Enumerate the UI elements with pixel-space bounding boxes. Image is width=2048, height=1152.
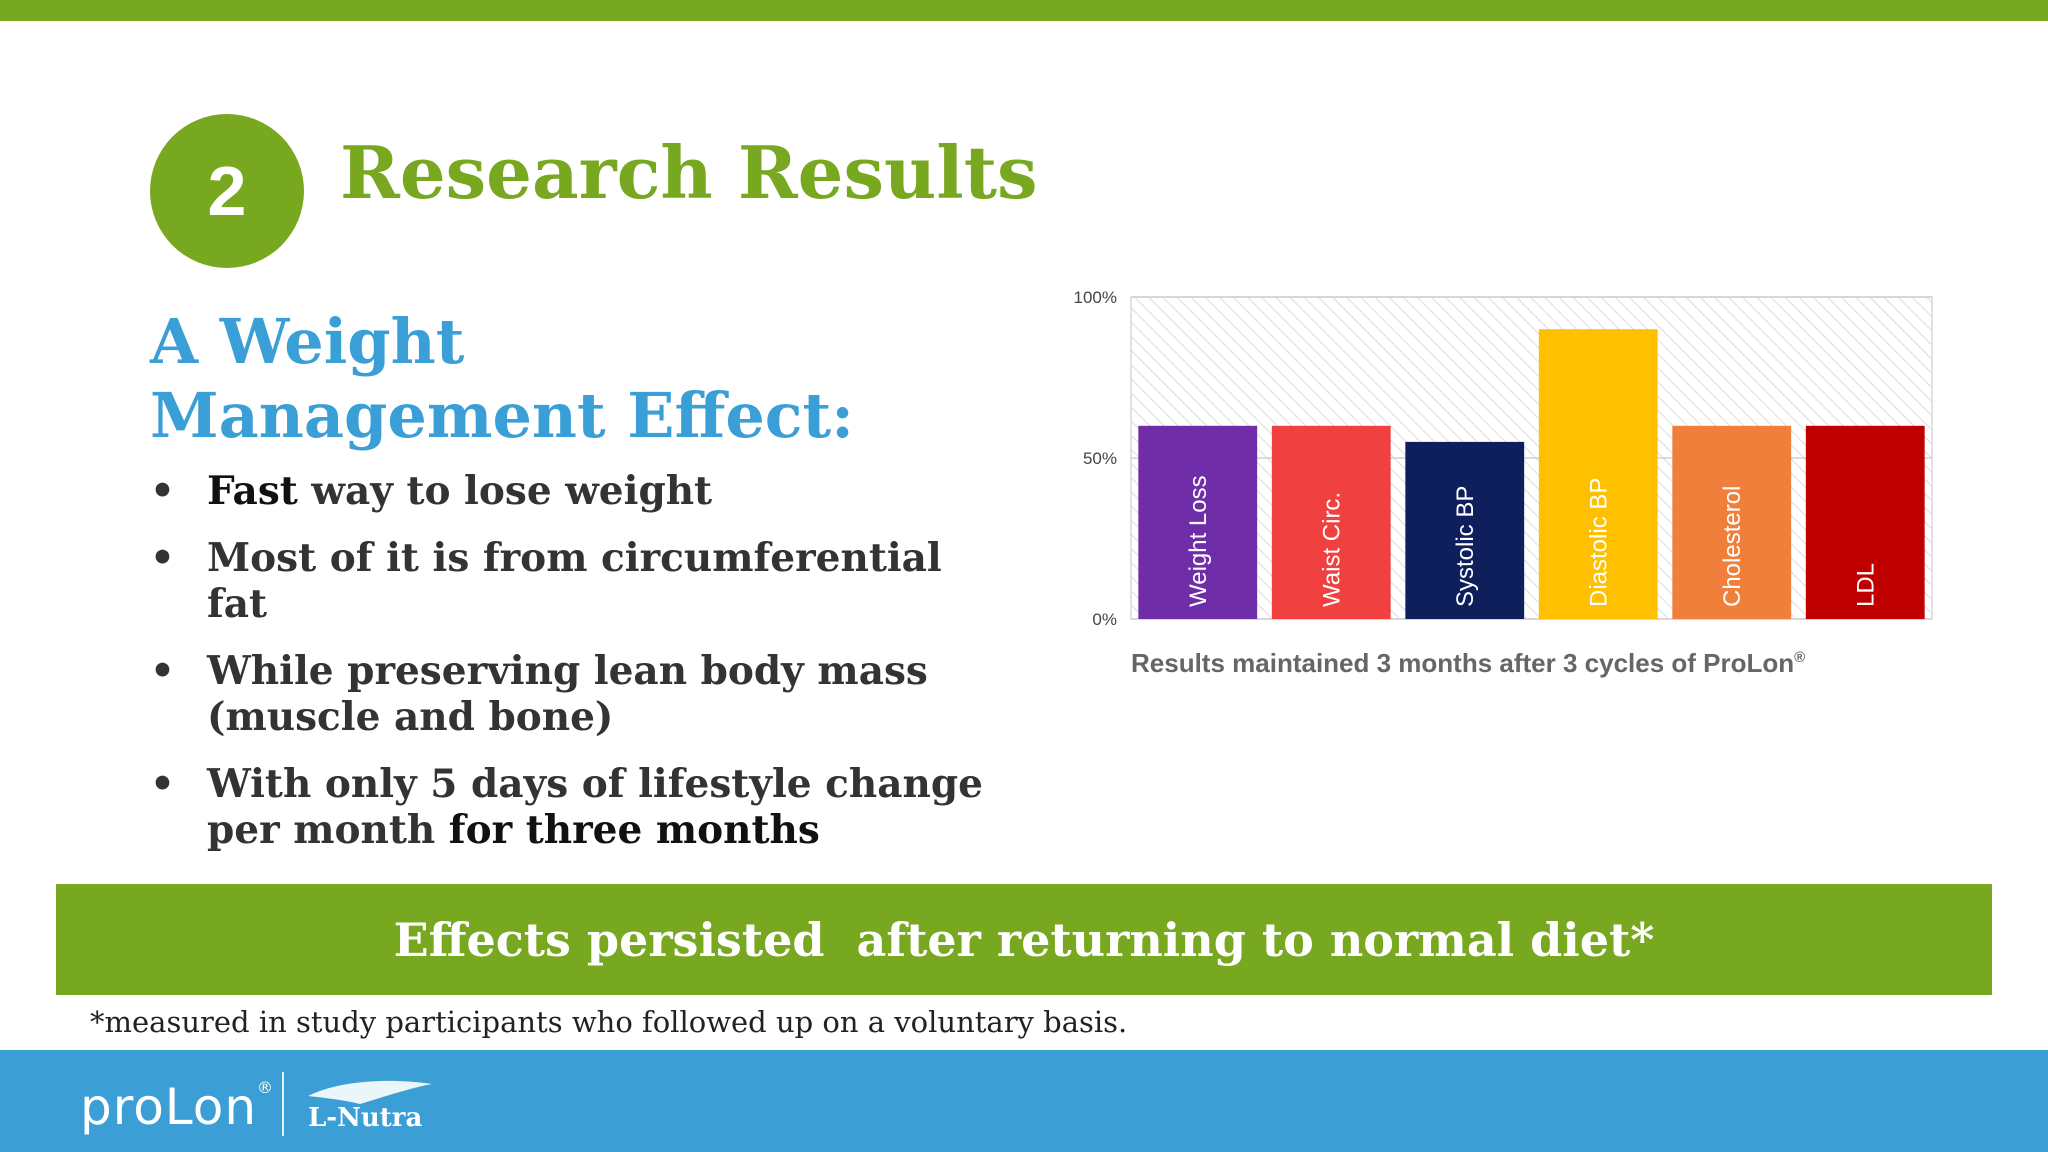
footnote: *measured in study participants who foll… <box>90 1005 1128 1039</box>
registered-mark: ® <box>257 1078 275 1097</box>
bar-category-label: LDL <box>1852 563 1879 607</box>
prolon-logo: proLon® <box>80 1078 274 1136</box>
bullet-text: way to lose weight <box>297 468 713 514</box>
bullet-item: • With only 5 days of lifestyle change p… <box>150 761 1010 853</box>
bullet-bold-text: for three months <box>435 807 820 853</box>
bullet-item: • Most of it is from circumferential fat <box>150 535 1010 627</box>
bar <box>1271 425 1391 619</box>
bullet-text: Most of it is from circumferential fat <box>207 535 942 627</box>
bullet-dot: • <box>150 535 175 581</box>
bullet-item: • Fast way to lose weight <box>150 468 1010 514</box>
subtitle-line: A Weight <box>150 305 465 378</box>
lnutra-logo: L-Nutra <box>308 1080 432 1133</box>
chart-caption: Results maintained 3 months after 3 cycl… <box>1131 648 1805 678</box>
bullet-dot: • <box>150 761 175 807</box>
bullet-dot: • <box>150 468 175 514</box>
bar-category-label: Systolic BP <box>1452 486 1479 607</box>
bar-category-label: Cholesterol <box>1719 486 1746 607</box>
slide-subtitle: A Weight Management Effect: <box>150 305 910 453</box>
bar-category-label: Waist Circ. <box>1318 492 1345 607</box>
section-number: 2 <box>207 152 247 230</box>
bar <box>1538 329 1658 619</box>
subtitle-line: Management Effect: <box>150 379 855 452</box>
lnutra-logo-text: L-Nutra <box>308 1103 422 1133</box>
bullet-text: While preserving lean body mass (muscle … <box>207 648 928 740</box>
y-tick-label: 50% <box>1083 449 1117 468</box>
bar-category-label: Diastolic BP <box>1585 478 1612 607</box>
bar <box>1805 425 1925 619</box>
bullet-bold-text: Fast <box>207 468 298 514</box>
bar <box>1138 425 1258 619</box>
bar-category-label: Weight Loss <box>1185 475 1212 607</box>
bar <box>1405 441 1525 619</box>
top-accent-bar <box>0 0 2048 21</box>
y-tick-label: 100% <box>1074 288 1117 307</box>
bullet-item: • While preserving lean body mass (muscl… <box>150 648 1010 740</box>
bullet-list: • Fast way to lose weight • Most of it i… <box>150 468 1010 874</box>
bullet-text: With only 5 days of lifestyle change per… <box>207 761 983 853</box>
bar <box>1672 425 1792 619</box>
results-bar-chart: 0% 50% 100% Weight Loss Waist Circ. Systolic … <box>1074 288 1933 678</box>
conclusion-banner: Effects persisted after returning to nor… <box>56 884 1992 995</box>
prolon-logo-text: proLon <box>80 1078 258 1136</box>
chart-caption-mark: ® <box>1794 649 1805 666</box>
slide-title: Research Results <box>340 130 1038 215</box>
section-number-badge: 2 <box>150 114 304 268</box>
footer-bar <box>0 1050 2048 1152</box>
logo-divider <box>282 1072 284 1136</box>
bullet-dot: • <box>150 648 175 694</box>
y-tick-label: 0% <box>1092 610 1117 629</box>
